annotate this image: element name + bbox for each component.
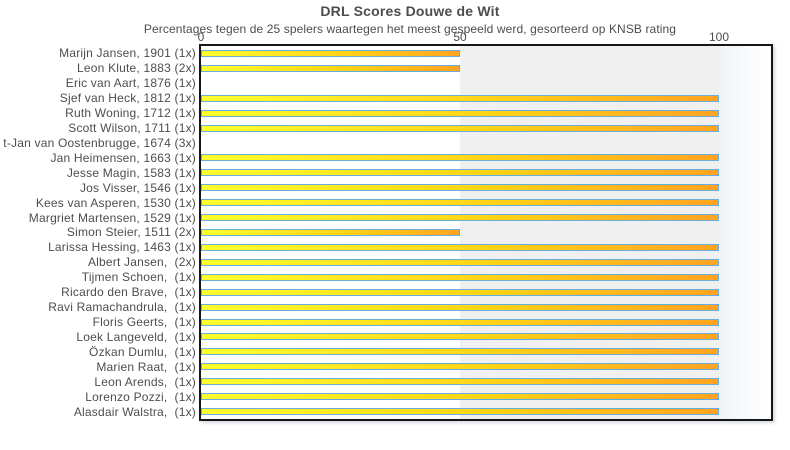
y-axis-label: Jan Heimensen, 1663 (1x): [50, 150, 196, 165]
y-axis-label: Eric van Aart, 1876 (1x): [65, 76, 196, 91]
y-axis-label: Marijn Jansen, 1901 (1x): [59, 46, 196, 61]
bar: [201, 408, 719, 416]
bar-row: [201, 329, 771, 344]
y-axis-label: Lorenzo Pozzi, (1x): [85, 389, 196, 404]
bar: [201, 214, 719, 222]
bar-row: [201, 270, 771, 285]
y-axis-label: Scott Wilson, 1711 (1x): [68, 121, 196, 136]
bar-series: [201, 46, 771, 419]
y-axis-label: Loek Langeveld, (1x): [76, 329, 196, 344]
bar: [201, 169, 719, 177]
chart-subtitle: Percentages tegen de 25 spelers waartege…: [143, 22, 677, 36]
y-axis-label: Jos Visser, 1546 (1x): [79, 180, 196, 195]
bar: [201, 199, 719, 207]
y-axis-label: t-Jan van Oostenbrugge, 1674 (3x): [3, 135, 196, 150]
bar-row: [201, 255, 771, 270]
bar-row: [201, 240, 771, 255]
bar: [201, 318, 719, 326]
bar: [201, 228, 460, 236]
bar-row: [201, 195, 771, 210]
bar: [201, 288, 719, 296]
y-axis-label: Leon Arends, (1x): [94, 374, 196, 389]
y-axis-label: Marien Raat, (1x): [96, 359, 196, 374]
bar: [201, 363, 719, 371]
bar-row: [201, 315, 771, 330]
y-axis-label: Kees van Asperen, 1530 (1x): [35, 195, 196, 210]
bar-row: [201, 150, 771, 165]
y-axis-label: Larissa Hessing, 1463 (1x): [48, 240, 196, 255]
x-axis-tick-label: 0: [197, 30, 205, 44]
bar: [201, 333, 719, 341]
bar: [201, 393, 719, 401]
x-axis: 0 50 100: [0, 30, 790, 44]
y-axis-label: Ricardo den Brave, (1x): [61, 285, 196, 300]
x-axis-tick-label: 100: [708, 30, 730, 44]
bar-row: [201, 136, 771, 151]
bar-row: [201, 76, 771, 91]
bar: [201, 273, 719, 281]
bar: [201, 64, 460, 72]
grid-band-50-100: [460, 46, 719, 419]
y-axis-label: Ruth Woning, 1712 (1x): [65, 106, 196, 121]
chart-title: DRL Scores Douwe de Wit: [320, 3, 500, 19]
y-axis-label: Floris Geerts, (1x): [92, 315, 196, 329]
bar-row: [201, 389, 771, 404]
bar-row: [201, 285, 771, 300]
bar: [201, 184, 719, 192]
plot-area: [199, 44, 773, 421]
grid-band-beyond-100: [719, 46, 771, 419]
y-axis-label: Tijmen Schoen, (1x): [81, 270, 196, 285]
bar: [201, 94, 719, 102]
bar: [201, 109, 719, 117]
bar: [201, 378, 719, 386]
y-axis-label: Margriet Martensen, 1529 (1x): [28, 210, 196, 225]
bar: [201, 154, 719, 162]
bar: [201, 124, 719, 132]
bar-row: [201, 61, 771, 76]
bar-row: [201, 91, 771, 106]
bar-row: [201, 225, 771, 240]
y-axis-label: Alasdair Walstra, (1x): [73, 404, 196, 419]
y-axis-label: Leon Klute, 1883 (2x): [77, 61, 196, 76]
y-axis-label: Ravi Ramachandrula, (1x): [48, 300, 196, 315]
y-axis-label: Sjef van Heck, 1812 (1x): [59, 91, 196, 106]
bar-row: [201, 404, 771, 419]
y-axis-labels: Marijn Jansen, 1901 (1x) Leon Klute, 1883…: [0, 46, 196, 419]
bar: [201, 258, 719, 266]
bar-row: [201, 106, 771, 121]
bar-row: [201, 46, 771, 61]
bar-row: [201, 300, 771, 315]
y-axis-label: Albert Jansen, (2x): [87, 255, 196, 270]
bar-row: [201, 121, 771, 136]
bar-row: [201, 374, 771, 389]
y-axis-label: Simon Steier, 1511 (2x): [66, 225, 196, 240]
y-axis-label: Özkan Dumlu, (1x): [89, 344, 196, 359]
bar-row: [201, 210, 771, 225]
bar: [201, 49, 460, 57]
bar-row: [201, 180, 771, 195]
bar: [201, 303, 719, 311]
bar-row: [201, 165, 771, 180]
chart-header: DRL Scores Douwe de Wit Percentages tege…: [30, 3, 790, 36]
bar: [201, 243, 719, 251]
x-axis-tick-label: 50: [453, 30, 467, 44]
y-axis-label: Jesse Magin, 1583 (1x): [66, 165, 196, 180]
bar-row: [201, 359, 771, 374]
bar: [201, 348, 719, 356]
bar-row: [201, 344, 771, 359]
